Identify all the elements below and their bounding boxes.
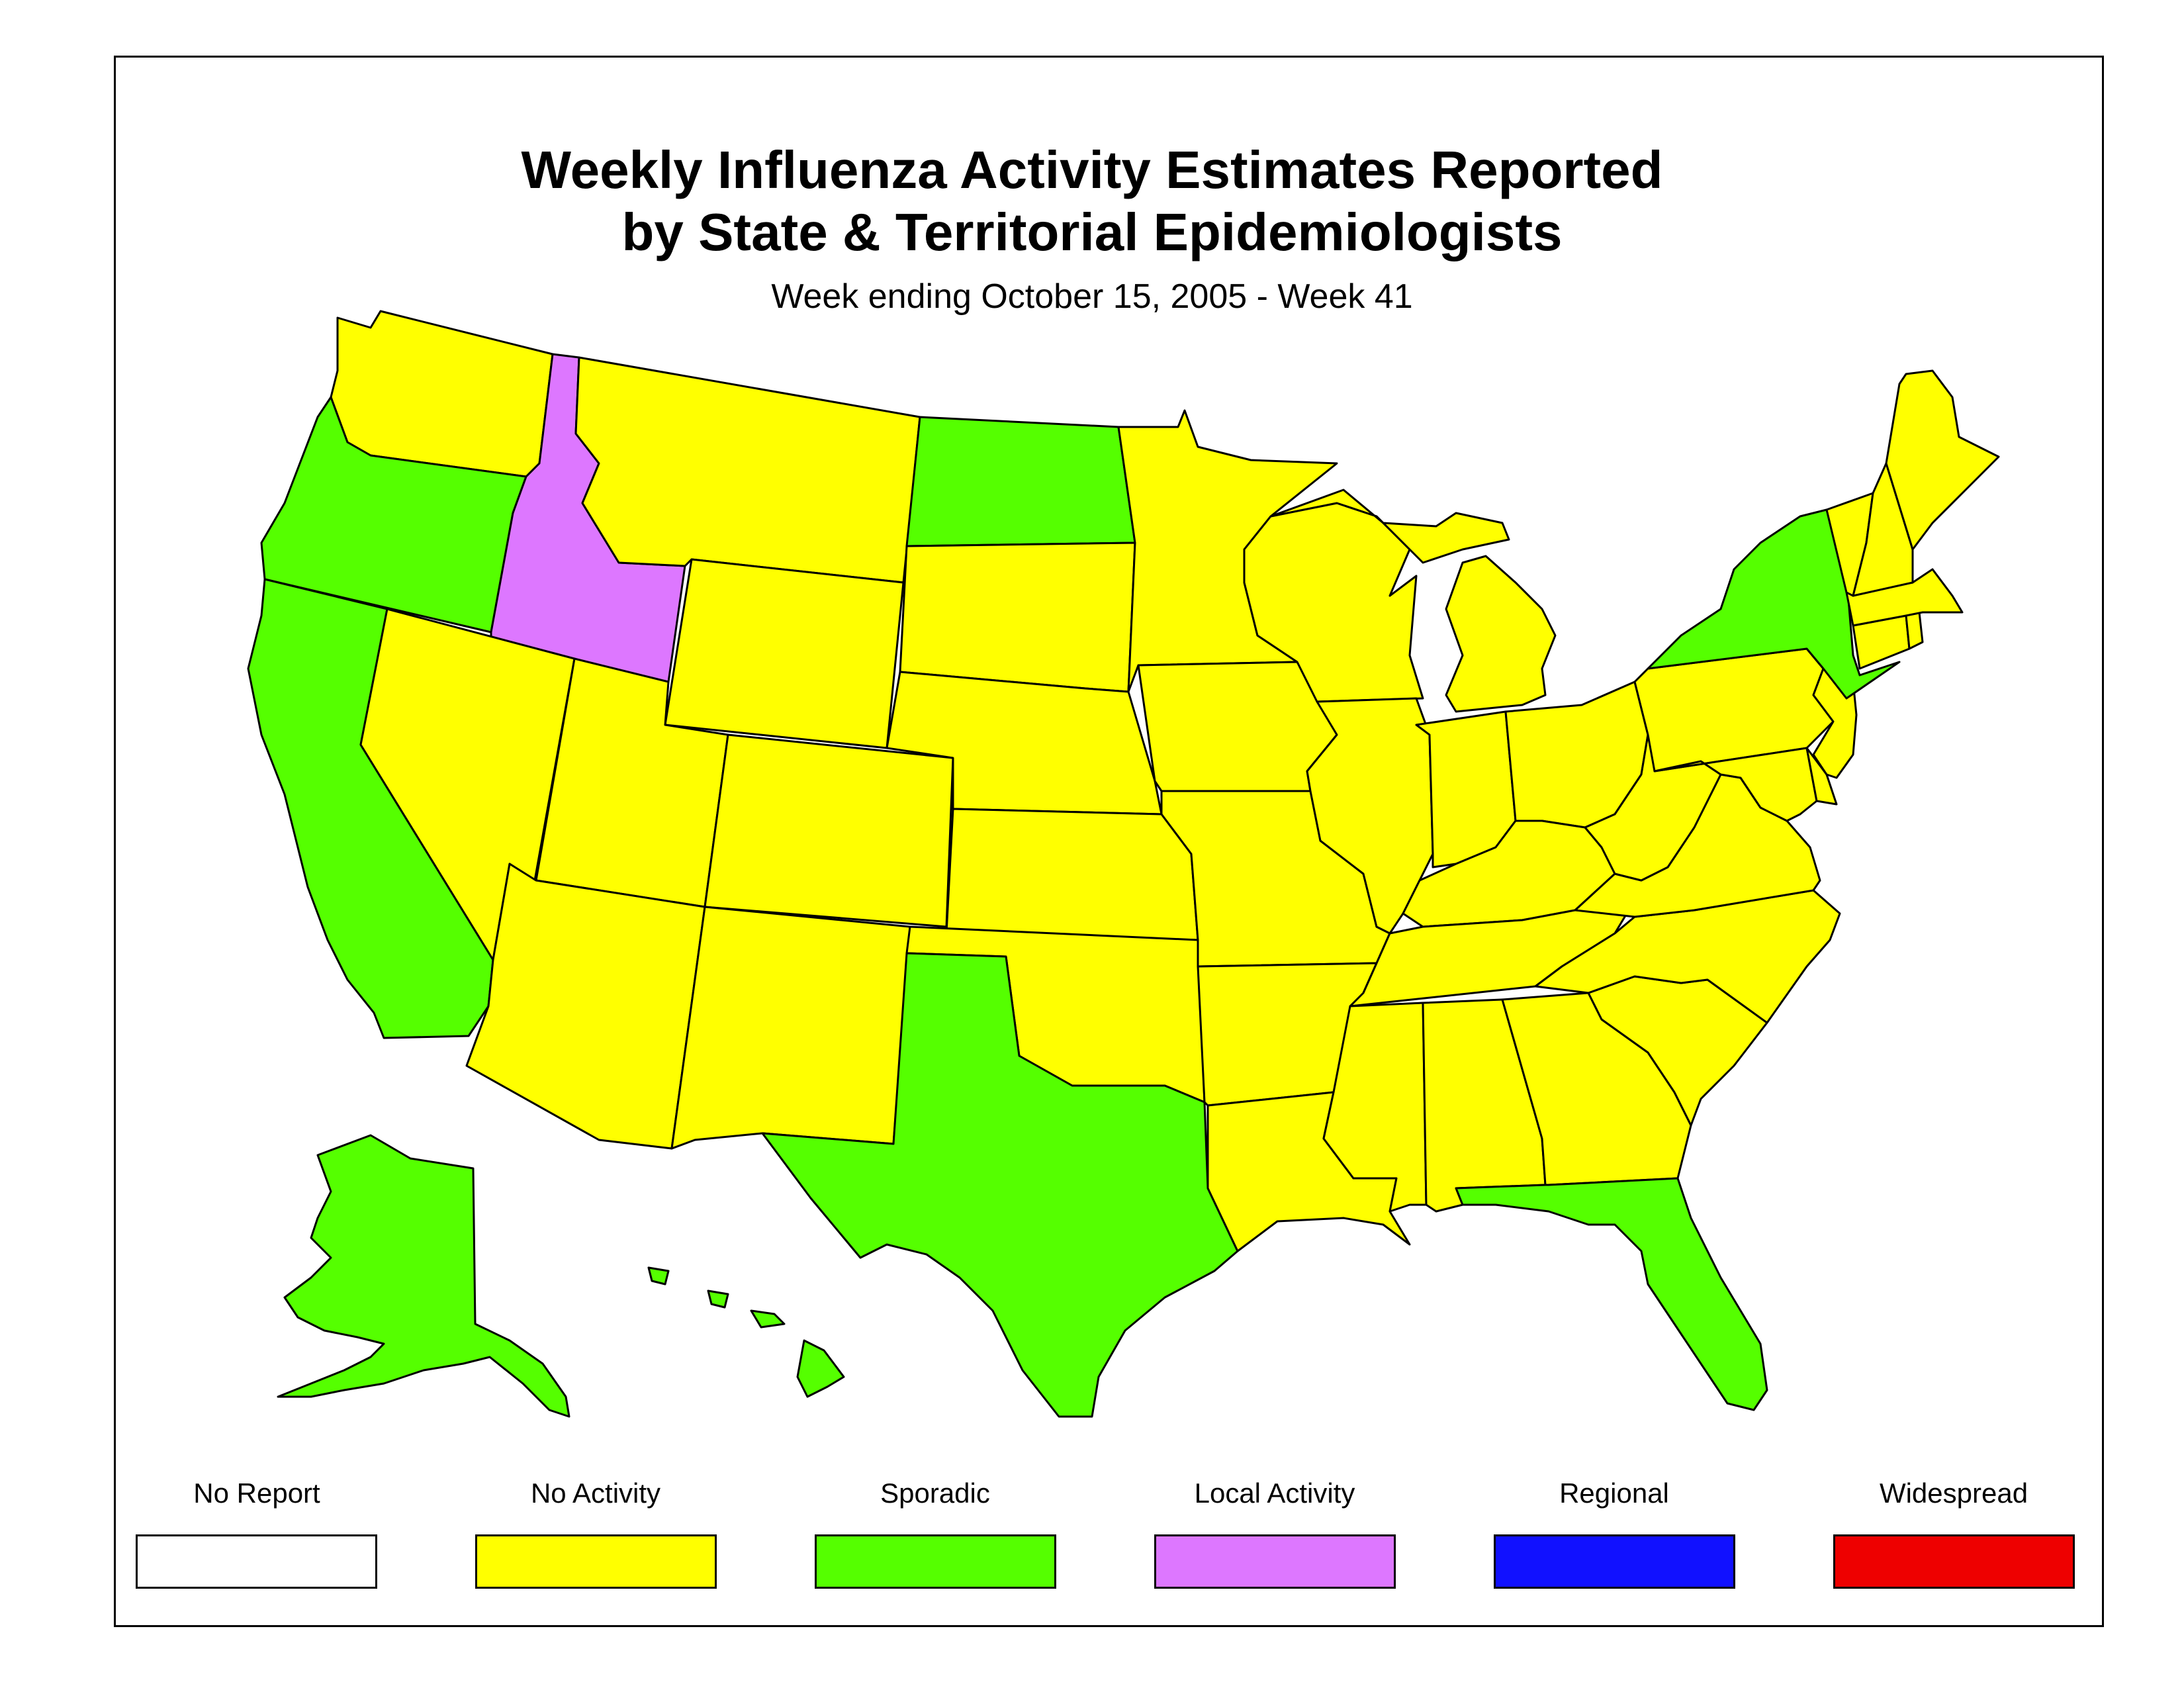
state-NC	[1534, 889, 1841, 1024]
state-HI-maui	[750, 1309, 786, 1329]
state-TN	[1349, 899, 1636, 1008]
state-RI	[1905, 611, 1924, 650]
legend-label-no-report: No Report	[193, 1477, 320, 1509]
state-CO	[704, 733, 954, 928]
map-title-line2: by State & Territorial Epidemiologists	[621, 203, 1563, 261]
legend-swatch-regional	[1494, 1534, 1735, 1589]
state-HI-oahu	[707, 1289, 729, 1309]
legend-swatch-no-activity	[475, 1534, 717, 1589]
state-AZ	[465, 863, 706, 1150]
legend-swatch-local-activity	[1154, 1534, 1396, 1589]
map-subtitle: Week ending October 15, 2005 - Week 41	[771, 277, 1413, 316]
legend-swatch-widespread	[1833, 1534, 2075, 1589]
state-SD	[899, 541, 1136, 693]
state-HI-big	[796, 1339, 845, 1398]
state-MI-lower	[1445, 555, 1557, 713]
state-NM	[670, 906, 911, 1150]
state-MT	[574, 356, 921, 584]
map-frame	[114, 56, 2104, 1627]
state-WY	[664, 558, 905, 749]
legend-label-widespread: Widespread	[1879, 1477, 2028, 1509]
legend-swatch-sporadic	[815, 1534, 1056, 1589]
state-ND	[905, 416, 1136, 547]
state-HI-kauai	[647, 1266, 670, 1286]
legend-label-no-activity: No Activity	[530, 1477, 661, 1509]
state-MI-upper	[1269, 489, 1510, 564]
state-AK	[277, 1134, 570, 1418]
state-MA	[1845, 568, 1964, 627]
legend-label-local-activity: Local Activity	[1194, 1477, 1355, 1509]
legend-swatch-no-report	[136, 1534, 377, 1589]
legend-label-regional: Regional	[1559, 1477, 1669, 1509]
state-FL	[1455, 1177, 1768, 1411]
map-title-line1: Weekly Influenza Activity Estimates Repo…	[521, 140, 1663, 199]
legend-label-sporadic: Sporadic	[880, 1477, 990, 1509]
state-KS	[945, 808, 1199, 941]
state-TX	[761, 952, 1239, 1418]
state-ME	[1885, 369, 2000, 551]
